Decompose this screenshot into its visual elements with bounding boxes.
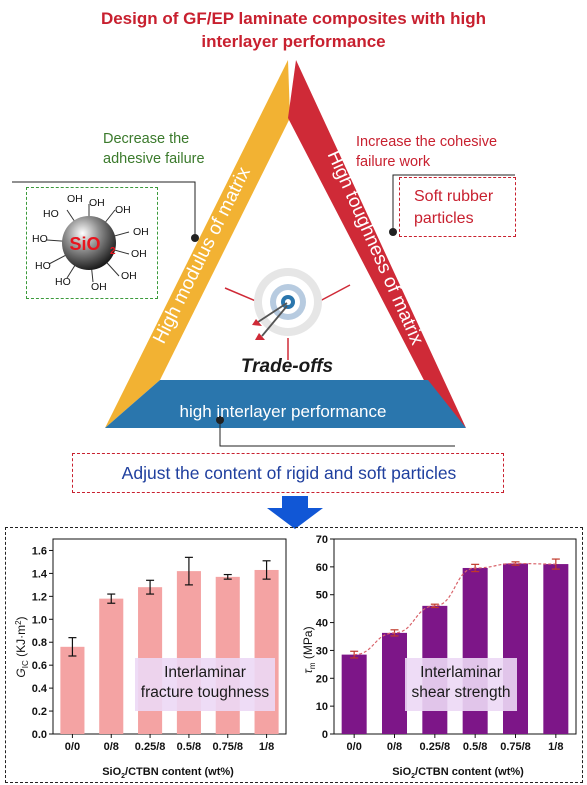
right-leader-dot xyxy=(389,228,397,236)
x-tick-label: 0.5/8 xyxy=(177,741,201,753)
y-tick-label: 60 xyxy=(316,562,328,574)
trend-line xyxy=(354,562,556,656)
y-tick-label: 1.2 xyxy=(32,591,47,603)
y-tick-label: 0.4 xyxy=(32,683,48,695)
y-tick-label: 1.6 xyxy=(32,545,47,557)
trade-off-triangle: High modulus of matrix High toughness of… xyxy=(12,60,515,447)
plot-frame xyxy=(333,538,577,735)
y-tick-label: 70 xyxy=(316,534,328,546)
y-tick-label: 40 xyxy=(316,618,328,630)
right-note-line1: Increase the cohesive xyxy=(356,134,498,150)
x-tick-label: 1/8 xyxy=(548,741,563,753)
y-tick-label: 0.8 xyxy=(32,637,47,649)
left-x-axis-label: SiO2/CTBN content (wt%) xyxy=(102,766,234,780)
sio2-particle-box: SiO 2 HO OH OH OH HO OH OH HO OH HO OH xyxy=(26,187,158,299)
left-y-axis-label: GIC (KJ·m2) xyxy=(14,616,30,677)
hydroxyl-label: OH xyxy=(89,197,105,209)
hydroxyl-label: OH xyxy=(121,270,137,282)
x-tick-label: 0.25/8 xyxy=(420,741,451,753)
left-leader-dot xyxy=(191,234,199,242)
y-tick-label: 0.2 xyxy=(32,706,47,718)
bar xyxy=(381,632,408,734)
down-arrow-icon xyxy=(267,496,323,529)
soft-rubber-line1: Soft rubber xyxy=(414,188,494,205)
x-tick-label: 0.75/8 xyxy=(212,741,243,753)
error-bar xyxy=(107,593,116,604)
left-note-line2: adhesive failure xyxy=(103,151,205,167)
error-bar xyxy=(184,556,193,586)
y-tick-label: 0.0 xyxy=(32,729,47,741)
hydroxyl-label: HO xyxy=(55,276,71,288)
bar xyxy=(60,646,85,734)
left-side-label: High modulus of matrix xyxy=(149,163,255,347)
center-trade-offs-label: Trade-offs xyxy=(241,356,333,377)
left-triangle-side xyxy=(105,60,290,428)
y-tick-label: 1.4 xyxy=(32,568,48,580)
right-note-line2: failure work xyxy=(356,154,431,170)
error-bar xyxy=(551,558,560,570)
y-tick-label: 10 xyxy=(316,701,328,713)
hydroxyl-label: HO xyxy=(32,233,48,245)
sio2-core-label: SiO xyxy=(69,234,100,254)
hydroxyl-label: OH xyxy=(67,193,83,205)
left-note-line1: Decrease the xyxy=(103,131,190,147)
hydroxyl-label: OH xyxy=(131,248,147,260)
soft-rubber-box: Soft rubber particles xyxy=(399,177,516,237)
right-y-axis-label: τm (MPa) xyxy=(301,626,317,673)
x-tick-label: 0.25/8 xyxy=(135,741,166,753)
y-tick-label: 1.0 xyxy=(32,614,47,626)
x-tick-label: 1/8 xyxy=(259,741,274,753)
fracture-toughness-chart: GIC (KJ·m2) SiO2/CTBN content (wt%) 0.0 0… xyxy=(14,538,287,780)
error-bar xyxy=(350,650,359,659)
hydroxyl-label: OH xyxy=(91,281,107,293)
fracture-label-line1: Interlaminar xyxy=(164,664,246,681)
bar xyxy=(99,598,124,734)
y-tick-label: 0 xyxy=(322,729,328,741)
right-x-axis-label: SiO2/CTBN content (wt%) xyxy=(392,766,524,780)
adjust-content-text: Adjust the content of rigid and soft par… xyxy=(121,463,457,483)
figure-title-line1: Design of GF/EP laminate composites with… xyxy=(100,9,487,28)
sio2-particle-icon: SiO 2 xyxy=(46,204,130,283)
hydroxyl-label: HO xyxy=(43,208,59,220)
hydroxyl-label: HO xyxy=(35,260,51,272)
y-tick-label: 20 xyxy=(316,673,328,685)
x-tick-label: 0/8 xyxy=(104,741,119,753)
target-connectors xyxy=(224,284,351,360)
target-icon xyxy=(252,268,322,340)
error-bar xyxy=(146,579,155,595)
error-bar xyxy=(262,560,271,580)
shear-label-line2: shear strength xyxy=(411,684,511,701)
charts-panel xyxy=(5,527,583,783)
bottom-triangle-side xyxy=(105,380,466,428)
x-tick-label: 0.75/8 xyxy=(500,741,531,753)
plot-frame xyxy=(52,538,287,735)
hydroxyl-label: OH xyxy=(133,226,149,238)
y-tick-label: 30 xyxy=(316,645,328,657)
error-bar xyxy=(223,573,232,580)
shear-strength-chart: τm (MPa) SiO2/CTBN content (wt%) 0 10 20 30… xyxy=(301,534,577,780)
x-tick-label: 0.5/8 xyxy=(463,741,487,753)
bottom-leader-dot xyxy=(216,416,224,424)
figure-title-line2: interlayer performance xyxy=(201,32,386,51)
shear-label-line1: Interlaminar xyxy=(420,664,502,681)
fracture-label-line2: fracture toughness xyxy=(140,684,270,701)
bar xyxy=(543,564,569,734)
soft-rubber-line2: particles xyxy=(414,210,474,227)
right-triangle-side xyxy=(288,60,466,428)
adjust-content-box: Adjust the content of rigid and soft par… xyxy=(72,453,504,493)
shear-strength-panel-label: Interlaminar shear strength xyxy=(405,658,517,711)
sio2-core-subscript: 2 xyxy=(110,246,116,257)
leader-lines xyxy=(12,174,515,447)
x-tick-label: 0/8 xyxy=(387,741,402,753)
bar xyxy=(341,654,367,734)
x-tick-label: 0/0 xyxy=(347,741,362,753)
hydroxyl-label: OH xyxy=(115,204,131,216)
x-tick-label: 0/0 xyxy=(65,741,80,753)
y-tick-label: 0.6 xyxy=(32,660,47,672)
fracture-toughness-panel-label: Interlaminar fracture toughness xyxy=(135,658,275,711)
y-tick-label: 50 xyxy=(316,590,328,602)
error-bar xyxy=(68,637,77,657)
bottom-side-label: high interlayer performance xyxy=(180,402,387,421)
